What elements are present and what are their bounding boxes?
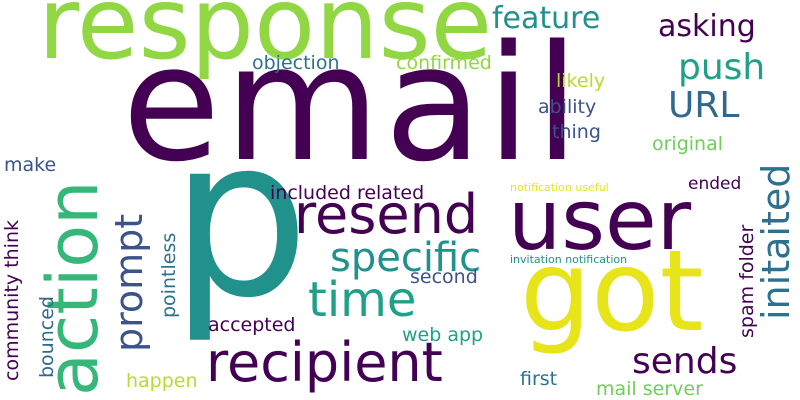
word-resend: resend <box>294 183 479 246</box>
word-user: user <box>508 171 692 269</box>
word-notification-useful: notification useful <box>510 181 609 194</box>
word-initaited: initaited <box>754 163 798 320</box>
word-web-app: web app <box>402 324 484 346</box>
word-mail-server: mail server <box>596 378 703 400</box>
word-community-think: community think <box>1 220 23 381</box>
word-sends: sends <box>632 341 738 382</box>
word-second: second <box>410 266 478 288</box>
word-first: first <box>520 368 558 390</box>
word-invitation-notification: invitation notification <box>510 253 628 266</box>
word-response: response <box>38 0 493 82</box>
word-likely: likely <box>556 70 606 92</box>
word-included-related: included related <box>270 182 425 204</box>
word-make: make <box>4 154 57 176</box>
word-original: original <box>652 133 724 155</box>
word-objection: objection <box>252 52 340 74</box>
word-pointless: pointless <box>158 232 180 318</box>
word-recipient: recipient <box>206 331 443 394</box>
word-spam-folder: spam folder <box>736 224 758 338</box>
word-confirmed: confirmed <box>396 52 492 74</box>
word-happen: happen <box>126 370 198 392</box>
word-got: got <box>520 227 704 357</box>
word-thing: thing <box>552 121 601 143</box>
word-push: push <box>678 47 766 88</box>
word-feature: feature <box>492 1 601 36</box>
word-url: URL <box>668 85 740 126</box>
word-email: email <box>122 10 584 197</box>
word-accepted: accepted <box>208 314 296 336</box>
word-ability: ability <box>538 96 597 118</box>
word-bounced: bounced <box>36 296 58 378</box>
word-p: p <box>170 90 310 346</box>
word-asking: asking <box>658 9 756 44</box>
word-specific: specific <box>330 235 482 281</box>
word-ended: ended <box>688 174 742 194</box>
word-prompt: prompt <box>107 213 151 352</box>
word-time: time <box>308 272 417 328</box>
